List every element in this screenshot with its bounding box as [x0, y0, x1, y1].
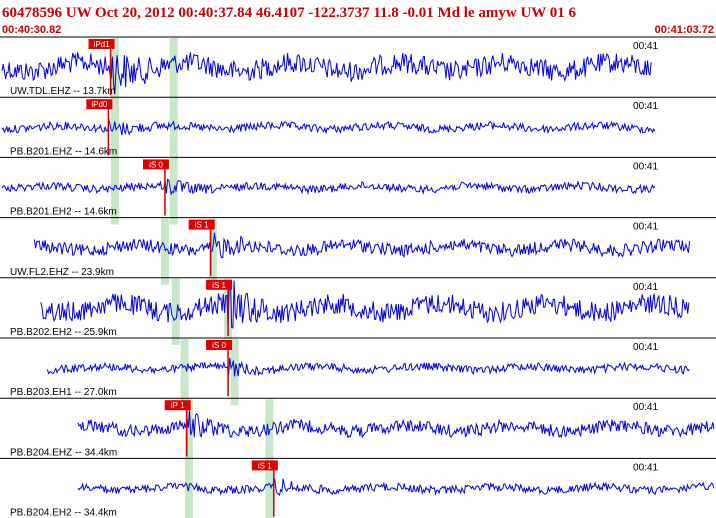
time-tick-label: 00:41 [633, 41, 658, 52]
trace-band: iP 1 00:41 PB.B204.EHZ -- 34.4km [0, 397, 716, 466]
waveform-line [1, 119, 656, 136]
time-tick-label: 00:41 [633, 101, 658, 112]
waveform-line [46, 357, 690, 377]
start-time-label: 00:40:30.82 [2, 24, 61, 36]
station-label: PB.B204.EHZ -- 34.4km [10, 447, 117, 458]
pick-marker [206, 279, 233, 290]
trace-band: iS 1 00:41 PB.B204.EH2 -- 34.4km [0, 457, 716, 518]
waveform-line [40, 280, 690, 329]
trace-band: iS 0 00:41 PB.B201.EH2 -- 14.6km [0, 156, 716, 225]
phase-window [265, 459, 274, 518]
time-tick-label: 00:41 [633, 161, 658, 172]
event-title: 60478596 UW Oct 20, 2012 00:40:37.84 46.… [2, 5, 576, 21]
pick-label: iS 0 [149, 160, 163, 169]
station-label: PB.B204.EH2 -- 34.4km [10, 508, 117, 518]
end-time-label: 00:41:03.72 [655, 24, 714, 36]
waveform-line [1, 178, 656, 196]
waveform-line [77, 410, 715, 439]
waveform-line [33, 232, 691, 259]
time-tick-label: 00:41 [633, 402, 658, 413]
phase-window [110, 98, 119, 165]
station-label: PB.B202.EH2 -- 25.9km [10, 327, 117, 338]
trace-band: iS 0 00:41 PB.B203.EH1 -- 27.0km [0, 337, 716, 406]
pick-label: iP 1 [171, 401, 185, 410]
waveform-line [77, 478, 715, 497]
trace-band: iPd0 00:41 PB.B201.EHZ -- 14.6km [0, 96, 716, 165]
station-label: UW.TDL.EHZ -- 13.7km [10, 86, 116, 97]
pick-marker [188, 219, 215, 230]
phase-window [169, 38, 178, 105]
time-tick-label: 00:41 [633, 342, 658, 353]
trace-band: iPd1 00:41 UW.TDL.EHZ -- 13.7km [0, 36, 716, 105]
station-label: UW.FL2.EHZ -- 23.9km [10, 267, 114, 278]
pick-label: iPd1 [94, 40, 111, 49]
station-label: PB.B201.EHZ -- 14.6km [10, 146, 117, 157]
pick-label: iS 1 [212, 281, 226, 290]
phase-window [169, 98, 178, 165]
pick-marker [251, 460, 278, 471]
pick-marker [142, 159, 169, 170]
pick-marker [88, 39, 115, 49]
pick-marker [86, 99, 113, 110]
trace-group: iPd1 00:41 UW.TDL.EHZ -- 13.7km iPd0 00:41 PB… [0, 36, 716, 518]
trace-band: iS 1 00:41 PB.B202.EH2 -- 25.9km [0, 277, 716, 345]
pick-marker [206, 340, 233, 350]
phase-window [171, 278, 180, 345]
time-tick-label: 00:41 [633, 462, 658, 473]
station-label: PB.B203.EH1 -- 27.0km [10, 387, 117, 398]
phase-window [208, 218, 217, 285]
trace-band: iS 1 00:41 UW.FL2.EHZ -- 23.9km [0, 217, 716, 285]
station-label: PB.B201.EH2 -- 14.6km [10, 207, 117, 218]
pick-label: iPd0 [91, 100, 108, 109]
pick-label: iS 0 [212, 341, 226, 350]
phase-window [110, 38, 119, 105]
pick-marker [164, 400, 191, 411]
pick-label: iS 1 [258, 461, 272, 470]
phase-window [180, 339, 189, 406]
phase-window [160, 218, 169, 285]
time-tick-label: 00:41 [633, 222, 658, 233]
phase-window [110, 158, 119, 225]
pick-label: iS 1 [195, 221, 209, 230]
phase-window [184, 399, 193, 466]
time-tick-label: 00:41 [633, 282, 658, 293]
